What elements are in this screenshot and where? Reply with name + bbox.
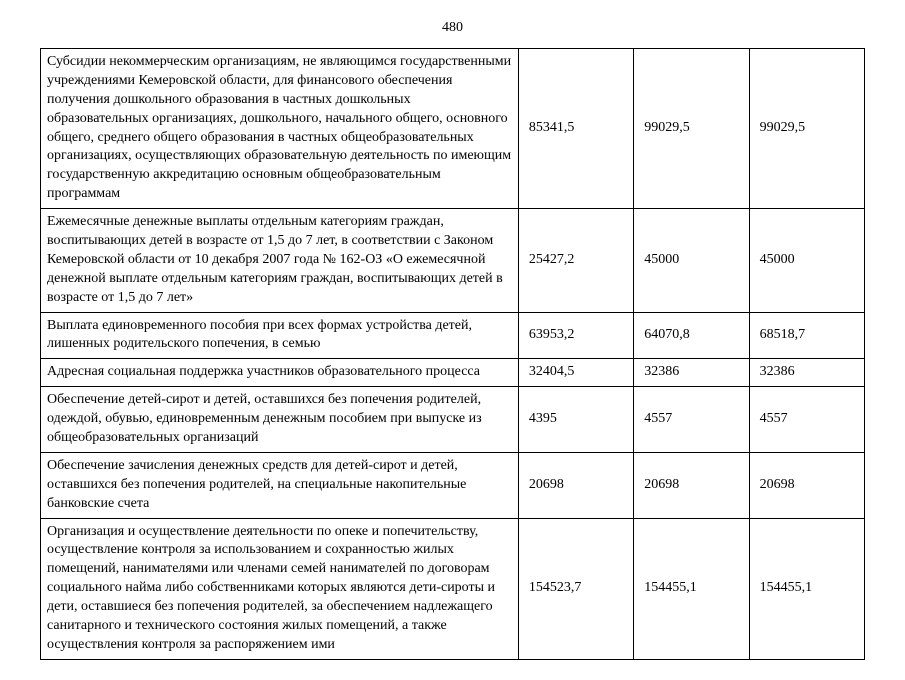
row-value-col2: 99029,5 [634,49,749,209]
row-description: Организация и осуществление деятельности… [41,518,519,659]
row-value-col1: 25427,2 [518,209,633,312]
row-value-col2: 4557 [634,387,749,453]
row-value-col1: 85341,5 [518,49,633,209]
row-description: Выплата единовременного пособия при всех… [41,312,519,359]
row-description: Обеспечение детей-сирот и детей, оставши… [41,387,519,453]
row-description: Адресная социальная поддержка участников… [41,359,519,387]
table-row: Обеспечение детей-сирот и детей, оставши… [41,387,865,453]
row-value-col2: 64070,8 [634,312,749,359]
row-value-col3: 45000 [749,209,864,312]
row-value-col3: 99029,5 [749,49,864,209]
page-number: 480 [40,20,865,36]
row-value-col2: 32386 [634,359,749,387]
row-value-col2: 20698 [634,452,749,518]
row-description: Обеспечение зачисления денежных средств … [41,452,519,518]
table-row: Организация и осуществление деятельности… [41,518,865,659]
row-value-col1: 63953,2 [518,312,633,359]
row-description: Субсидии некоммерческим организациям, не… [41,49,519,209]
row-value-col3: 20698 [749,452,864,518]
row-value-col3: 68518,7 [749,312,864,359]
row-description: Ежемесячные денежные выплаты отдельным к… [41,209,519,312]
row-value-col1: 32404,5 [518,359,633,387]
row-value-col3: 32386 [749,359,864,387]
row-value-col1: 154523,7 [518,518,633,659]
row-value-col3: 4557 [749,387,864,453]
row-value-col1: 20698 [518,452,633,518]
table-row: Адресная социальная поддержка участников… [41,359,865,387]
row-value-col2: 45000 [634,209,749,312]
row-value-col2: 154455,1 [634,518,749,659]
table-row: Обеспечение зачисления денежных средств … [41,452,865,518]
table-row: Субсидии некоммерческим организациям, не… [41,49,865,209]
budget-table: Субсидии некоммерческим организациям, не… [40,48,865,660]
row-value-col3: 154455,1 [749,518,864,659]
table-row: Ежемесячные денежные выплаты отдельным к… [41,209,865,312]
row-value-col1: 4395 [518,387,633,453]
table-row: Выплата единовременного пособия при всех… [41,312,865,359]
